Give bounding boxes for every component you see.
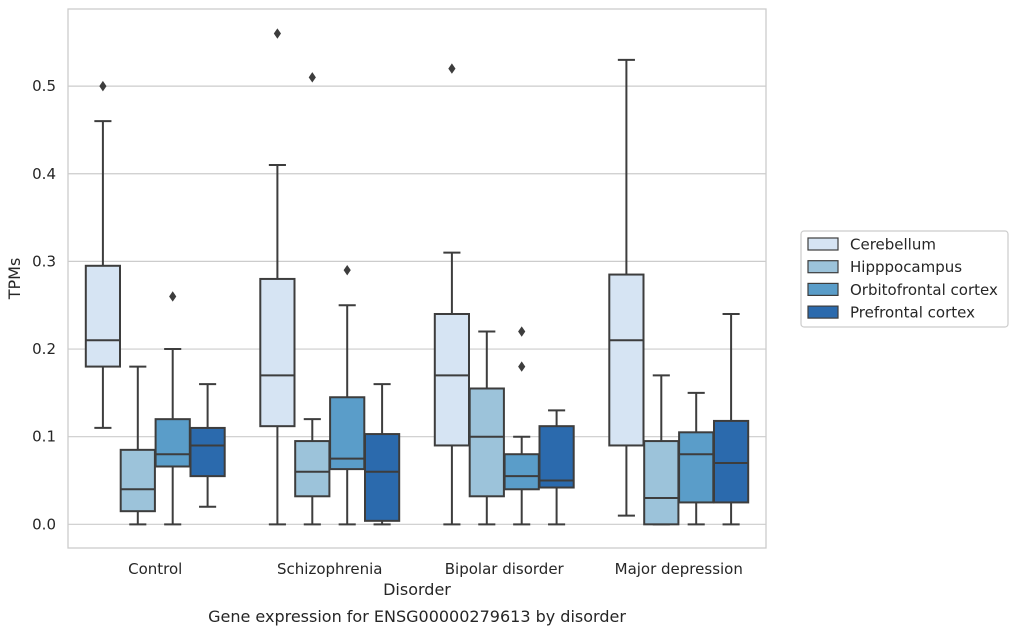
box-body: [84, 264, 122, 368]
box-body: [294, 440, 331, 498]
box-0-0: [84, 80, 122, 429]
box-2-3: [678, 391, 715, 526]
legend-label: Orbitofrontal cortex: [850, 281, 998, 299]
y-tick-label: 0.1: [32, 428, 56, 446]
box-1-2: [468, 330, 505, 526]
box-body: [538, 425, 575, 489]
outlier-point: [518, 361, 526, 372]
legend-swatch: [807, 260, 839, 274]
box-body: [363, 433, 401, 522]
plot-frame: [67, 8, 767, 549]
legend: Cerebellum Hipppocampus Orbitofrontal cort…: [800, 230, 1009, 328]
box-0-3: [608, 58, 645, 517]
box-1-3: [643, 374, 680, 526]
y-axis-label: TPMs: [5, 258, 24, 301]
chart-caption: Gene expression for ENSG00000279613 by d…: [208, 607, 626, 626]
y-tick-labels: 0.0 0.1 0.2 0.3 0.4 0.5: [32, 77, 56, 533]
outlier-point: [518, 326, 526, 337]
outlier-point: [169, 291, 177, 302]
box-0-2: [433, 63, 471, 526]
box-1-0: [119, 365, 156, 526]
y-tick-label: 0.5: [32, 77, 56, 95]
outlier-point: [343, 264, 351, 276]
box-body: [608, 273, 645, 447]
box-body: [678, 431, 715, 504]
y-tick-label: 0.3: [32, 252, 56, 270]
outlier-point: [448, 63, 456, 74]
box-body: [712, 419, 750, 504]
x-tick-label: Major depression: [615, 560, 743, 578]
legend-frame: [800, 230, 1009, 328]
x-tick-label: Control: [128, 560, 182, 578]
box-3-3: [712, 312, 750, 526]
box-body: [119, 448, 156, 513]
box-0-1: [259, 28, 296, 526]
box-2-0: [154, 291, 191, 526]
box-body: [468, 387, 505, 498]
legend-label: Hipppocampus: [850, 258, 962, 276]
legend-swatch: [807, 305, 839, 319]
y-tick-label: 0.0: [32, 515, 56, 533]
box-body: [643, 440, 680, 526]
x-tick-label: Schizophrenia: [277, 560, 382, 578]
legend-label: Cerebellum: [850, 236, 936, 254]
x-axis-label: Disorder: [383, 580, 451, 599]
box-body: [433, 312, 471, 447]
x-tick-label: Bipolar disorder: [445, 560, 565, 578]
box-3-0: [189, 383, 226, 508]
box-body: [189, 426, 226, 478]
legend-swatch: [807, 282, 839, 296]
box-3-1: [363, 383, 401, 526]
box-2-1: [329, 264, 366, 526]
box-body: [503, 453, 540, 491]
box-2-2: [503, 326, 540, 526]
legend-swatch: [807, 237, 839, 251]
box-3-2: [538, 409, 575, 526]
y-tick-label: 0.4: [32, 165, 56, 183]
outlier-point: [273, 28, 281, 39]
box-body: [154, 418, 191, 468]
box-1-1: [294, 72, 331, 526]
x-tick-labels: Control Schizophrenia Bipolar disorder Majo…: [128, 560, 743, 578]
outlier-point: [99, 80, 107, 92]
legend-label: Prefrontal cortex: [850, 304, 975, 322]
outlier-point: [308, 72, 316, 83]
box-series: [84, 28, 750, 526]
y-tick-label: 0.2: [32, 340, 56, 358]
box-body: [259, 277, 296, 428]
